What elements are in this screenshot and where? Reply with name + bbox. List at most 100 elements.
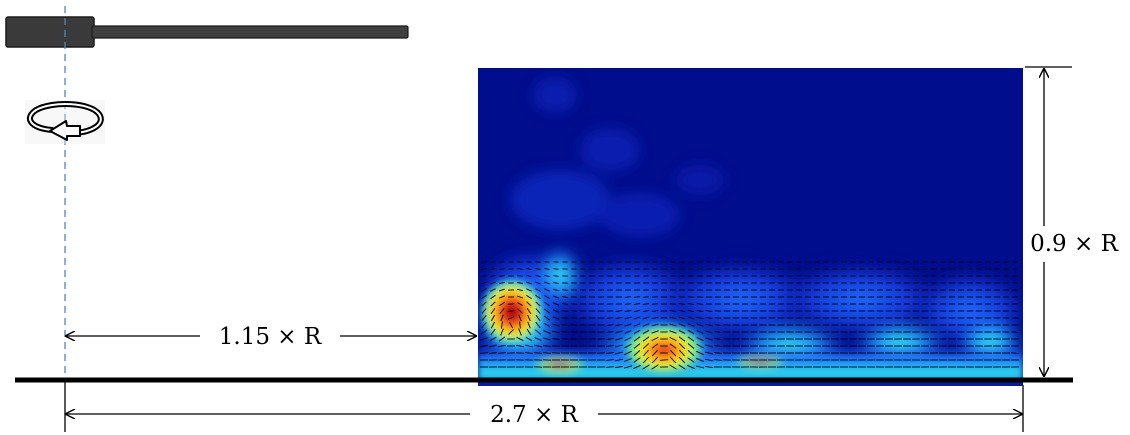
velocity-vector bbox=[489, 344, 497, 348]
axis-distance-dimension: 1.15 × R bbox=[66, 324, 476, 350]
velocity-vector bbox=[678, 323, 686, 327]
velocity-vector bbox=[642, 343, 650, 349]
velocity-vector bbox=[561, 324, 569, 326]
velocity-vector bbox=[651, 364, 659, 370]
velocity-vector bbox=[480, 344, 488, 348]
velocity-vector bbox=[651, 323, 659, 327]
velocity-vector bbox=[624, 330, 632, 334]
velocity-vector bbox=[490, 308, 496, 314]
velocity-vector bbox=[552, 302, 560, 306]
velocity-vector bbox=[490, 328, 496, 336]
velocity-vector bbox=[516, 295, 524, 299]
velocity-vector bbox=[651, 310, 659, 312]
velocity-vector bbox=[624, 343, 632, 349]
velocity-vector bbox=[535, 308, 541, 314]
velocity-vector bbox=[562, 289, 568, 291]
velocity-vector bbox=[527, 321, 531, 329]
velocity-vector bbox=[696, 303, 704, 305]
velocity-vector bbox=[624, 296, 632, 298]
velocity-vector bbox=[606, 324, 614, 326]
velocity-vector bbox=[678, 342, 686, 350]
velocity-vector bbox=[606, 345, 614, 347]
velocity-vector bbox=[642, 356, 650, 364]
velocity-vector bbox=[534, 337, 542, 341]
velocity-vector bbox=[553, 275, 559, 277]
velocity-vector bbox=[696, 350, 704, 356]
velocity-vector bbox=[508, 329, 514, 335]
velocity-vector bbox=[678, 356, 686, 364]
velocity-vector bbox=[705, 344, 713, 348]
velocity-vector bbox=[713, 359, 723, 361]
velocity-vector bbox=[687, 357, 695, 363]
velocity-vector bbox=[642, 336, 650, 342]
velocity-vector bbox=[678, 309, 686, 313]
velocity-contour-field bbox=[478, 68, 1023, 386]
velocity-vector bbox=[713, 352, 723, 354]
velocity-vector bbox=[526, 274, 532, 278]
velocity-vector bbox=[696, 316, 704, 320]
velocity-vector bbox=[687, 303, 695, 305]
window-width-label: 2.7 × R bbox=[490, 402, 578, 428]
velocity-vector bbox=[552, 316, 560, 320]
velocity-vector bbox=[552, 295, 560, 299]
velocity-vector bbox=[535, 301, 541, 307]
velocity-vector bbox=[499, 301, 505, 307]
velocity-vector bbox=[534, 329, 542, 335]
velocity-vector bbox=[605, 366, 615, 368]
velocity-vector bbox=[544, 281, 550, 285]
velocity-vector bbox=[561, 331, 569, 333]
velocity-vector bbox=[696, 343, 704, 349]
velocity-vector bbox=[533, 352, 543, 354]
velocity-vector bbox=[678, 336, 686, 342]
velocity-vector bbox=[543, 345, 551, 347]
velocity-vector bbox=[507, 316, 515, 320]
velocity-vector bbox=[490, 281, 496, 285]
velocity-vector bbox=[517, 308, 523, 314]
velocity-vector bbox=[606, 331, 614, 333]
velocity-vector bbox=[678, 316, 686, 320]
velocity-vector bbox=[500, 328, 504, 336]
velocity-vector bbox=[516, 344, 524, 348]
velocity-vector bbox=[499, 281, 505, 285]
velocity-vector bbox=[518, 314, 522, 322]
velocity-vector bbox=[605, 359, 615, 361]
velocity-vector bbox=[678, 303, 686, 305]
velocity-vector bbox=[606, 317, 614, 319]
velocity-vector bbox=[507, 310, 515, 312]
velocity-vector bbox=[633, 329, 641, 335]
velocity-vector bbox=[544, 295, 550, 299]
velocity-vector bbox=[687, 309, 695, 313]
velocity-vector bbox=[651, 336, 659, 342]
velocity-vector bbox=[490, 321, 496, 329]
velocity-vector bbox=[633, 343, 641, 349]
velocity-vector bbox=[669, 356, 677, 364]
velocity-vector bbox=[490, 268, 496, 270]
velocity-vector bbox=[481, 308, 487, 314]
velocity-vector bbox=[481, 261, 487, 263]
velocity-vector bbox=[499, 295, 505, 299]
velocity-vector bbox=[714, 345, 722, 347]
velocity-vector bbox=[535, 288, 541, 292]
velocity-vector bbox=[669, 336, 677, 342]
velocity-vector bbox=[542, 352, 552, 354]
window-height-dimension: 0.9 × R bbox=[1025, 66, 1119, 376]
velocity-vector bbox=[553, 288, 559, 292]
velocity-vector bbox=[519, 321, 521, 329]
velocity-vector bbox=[642, 296, 650, 298]
velocity-vector bbox=[642, 364, 650, 370]
velocity-vector bbox=[516, 336, 524, 342]
velocity-vector bbox=[669, 364, 677, 370]
axis-distance-label: 1.15 × R bbox=[219, 324, 322, 350]
velocity-vector bbox=[705, 330, 713, 334]
velocity-vector bbox=[526, 281, 532, 285]
velocity-vector bbox=[714, 324, 722, 326]
velocity-vector bbox=[687, 350, 695, 356]
velocity-vector bbox=[535, 274, 541, 278]
velocity-vector bbox=[488, 352, 498, 354]
velocity-vector bbox=[481, 322, 487, 328]
velocity-vector bbox=[525, 344, 533, 348]
velocity-vector bbox=[527, 314, 531, 322]
velocity-vector bbox=[535, 321, 541, 329]
velocity-vector bbox=[561, 302, 569, 306]
